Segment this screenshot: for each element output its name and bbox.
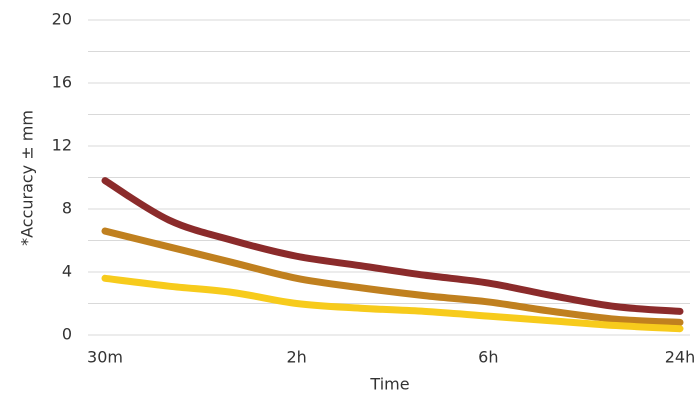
- y-tick-label: 12: [52, 136, 72, 155]
- y-tick-label: 0: [62, 325, 72, 344]
- y-tick-label: 20: [52, 10, 72, 29]
- y-tick-label: 4: [62, 262, 72, 281]
- y-tick-label: 8: [62, 199, 72, 218]
- line-series: [101, 227, 684, 326]
- x-tick-label: 30m: [87, 348, 123, 367]
- line-series: [101, 177, 684, 315]
- x-tick-label: 2h: [287, 348, 307, 367]
- y-axis-label: *Accuracy ± mm: [18, 110, 37, 246]
- line-series: [101, 274, 684, 333]
- x-tick-label: 24h: [665, 348, 696, 367]
- x-tick-label: 6h: [478, 348, 498, 367]
- y-tick-label: 16: [52, 73, 72, 92]
- x-axis-label: Time: [369, 375, 409, 394]
